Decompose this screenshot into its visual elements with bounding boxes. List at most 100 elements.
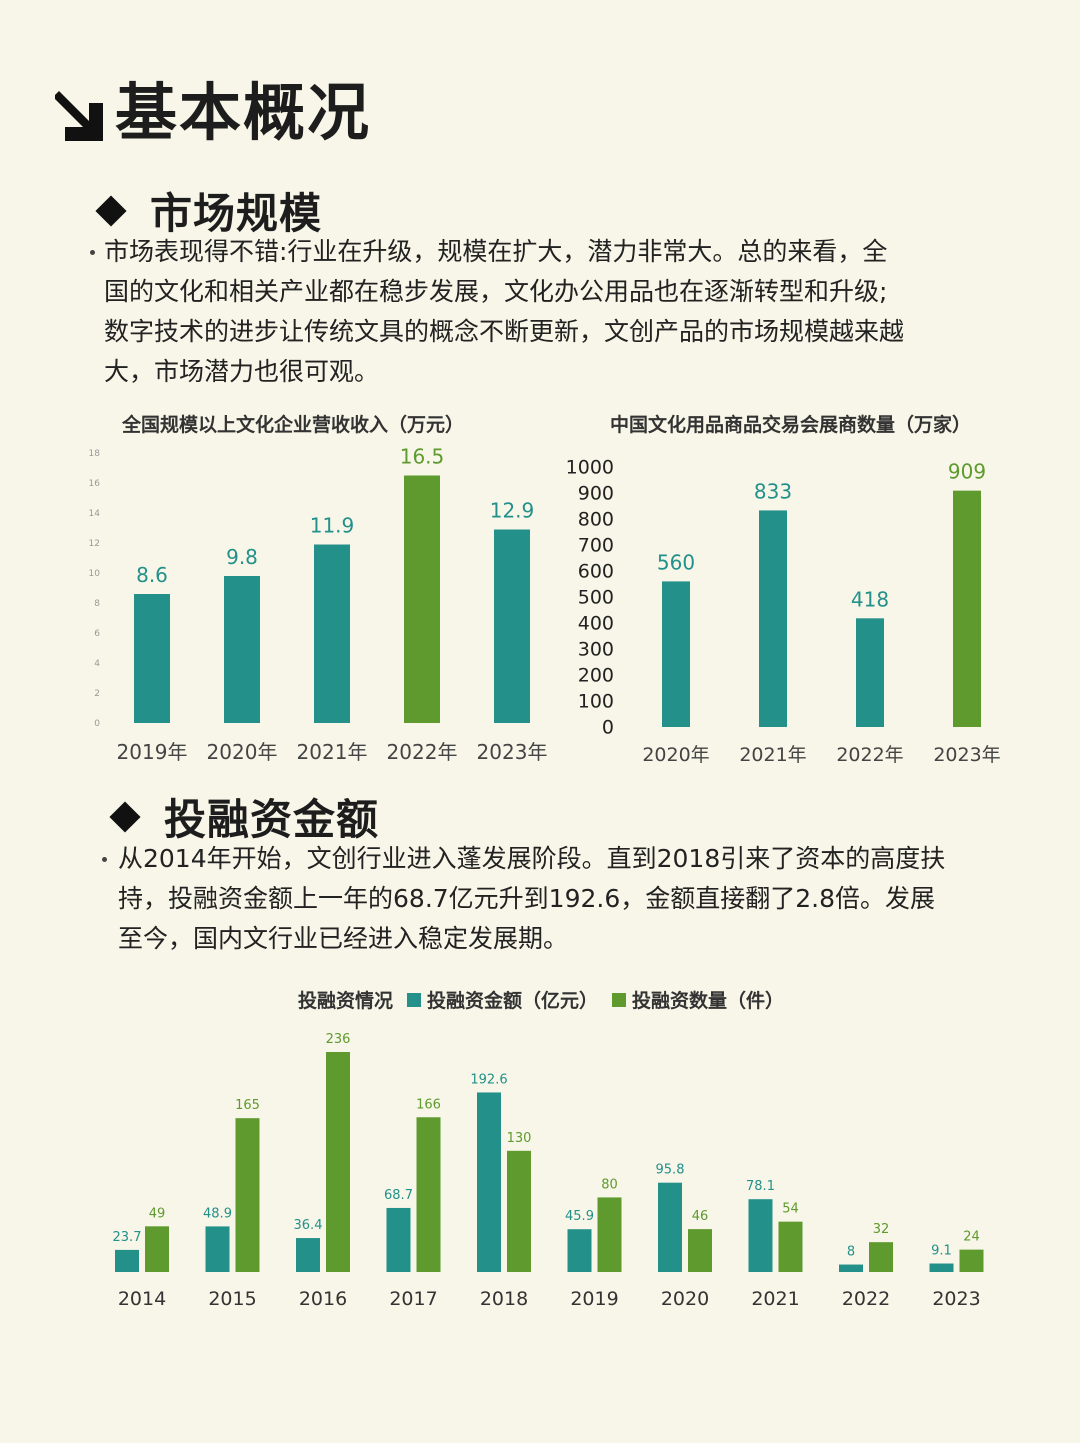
chart1-title: 全国规模以上文化企业营收收入（万元） — [122, 414, 465, 436]
value-label: 23.7 — [113, 1230, 142, 1245]
value-label: 236 — [326, 1032, 351, 1047]
value-label: 46 — [692, 1209, 709, 1224]
x-tick-label: 2020年 — [207, 740, 278, 764]
y-tick-label: 10 — [89, 569, 101, 579]
bar — [662, 581, 690, 727]
value-label: 8.6 — [136, 563, 168, 587]
y-tick-label: 0 — [602, 717, 614, 739]
legend-label-amount: 投融资金额（亿元） — [427, 990, 599, 1012]
paragraph-line: 从2014年开始，文创行业进入蓬发展阶段。直到2018引来了资本的高度扶 — [118, 844, 946, 873]
bar — [959, 1249, 984, 1272]
bullet-icon — [102, 857, 107, 862]
value-label: 909 — [948, 460, 986, 484]
page-title: 基本概况 — [115, 76, 372, 149]
value-label: 833 — [754, 479, 792, 503]
diamond-bullet-icon — [109, 800, 141, 833]
legend-label-count: 投融资数量（件） — [632, 990, 785, 1012]
x-tick-label: 2022年 — [387, 740, 458, 764]
bar — [296, 1238, 320, 1272]
bar — [929, 1263, 954, 1272]
chart3-legend: 投融资情况 投融资金额（亿元） 投融资数量（件） — [298, 986, 784, 1013]
value-label: 24 — [963, 1230, 980, 1245]
value-label: 11.9 — [310, 514, 355, 538]
bar — [314, 544, 350, 723]
y-tick-label: 8 — [94, 599, 100, 609]
bar — [856, 618, 884, 727]
y-tick-label: 300 — [578, 639, 614, 661]
x-tick-label: 2015 — [208, 1288, 256, 1310]
chart3-investment: 23.7 49 2014 48.9 165 2015 36.4 236 2016 68.7 166 2… — [113, 1032, 984, 1310]
x-tick-label: 2017 — [389, 1288, 437, 1310]
bar — [597, 1197, 622, 1272]
value-label: 9.8 — [226, 545, 258, 569]
x-tick-label: 2023 — [932, 1288, 980, 1310]
x-tick-label: 2023年 — [933, 744, 1000, 766]
section-heading-market: 市场规模 — [95, 180, 323, 241]
value-label: 68.7 — [384, 1188, 413, 1203]
bar — [205, 1226, 230, 1272]
x-tick-label: 2018 — [480, 1288, 528, 1310]
bar — [688, 1229, 712, 1272]
bar — [326, 1052, 350, 1272]
value-label: 9.1 — [931, 1244, 952, 1259]
section-title: 投融资金额 — [164, 795, 380, 844]
value-label: 78.1 — [746, 1179, 775, 1194]
bar — [658, 1182, 682, 1272]
bar — [778, 1221, 803, 1272]
chart3-title: 投融资情况 — [298, 990, 394, 1012]
diamond-bullet-icon — [95, 194, 127, 227]
legend-swatch-amount — [407, 992, 422, 1007]
y-tick-label: 400 — [578, 613, 614, 635]
y-tick-label: 100 — [578, 691, 614, 713]
x-tick-label: 2021年 — [297, 740, 368, 764]
paragraph-line: 大，市场潜力也很可观。 — [104, 357, 380, 386]
y-tick-label: 18 — [89, 449, 101, 459]
y-tick-label: 12 — [89, 539, 100, 549]
value-label: 130 — [507, 1131, 532, 1146]
bar — [567, 1229, 592, 1272]
paragraph-line: 国的文化和相关产业都在稳步发展，文化办公用品也在逐渐转型和升级; — [104, 277, 888, 306]
paragraph-line: 持，投融资金额上一年的68.7亿元升到192.6，金额直接翻了2.8倍。发展 — [118, 884, 935, 913]
paragraph-line: 数字技术的进步让传统文具的概念不断更新，文创产品的市场规模越来越 — [104, 317, 905, 346]
value-label: 80 — [601, 1177, 618, 1192]
bar — [839, 1264, 863, 1272]
y-tick-label: 16 — [89, 479, 101, 489]
x-tick-label: 2019 — [570, 1288, 618, 1310]
chart1-revenue: 0 2 4 6 8 10 12 14 16 18 8.6 2019年 9.8 2020年 11.9 2021年… — [89, 445, 548, 765]
paragraph-line: 至今，国内文行业已经进入稳定发展期。 — [118, 924, 569, 953]
x-tick-label: 2022年 — [836, 744, 903, 766]
x-tick-label: 2022 — [842, 1288, 890, 1310]
y-tick-label: 800 — [578, 509, 614, 531]
y-tick-label: 900 — [578, 483, 614, 505]
y-tick-label: 500 — [578, 587, 614, 609]
value-label: 165 — [235, 1098, 260, 1113]
x-tick-label: 2014 — [118, 1288, 166, 1310]
bar — [953, 490, 981, 727]
bar — [115, 1249, 139, 1272]
section-title: 市场规模 — [150, 189, 323, 238]
bar — [404, 475, 440, 723]
page-header: 基本概况 — [55, 62, 371, 152]
y-tick-label: 1000 — [566, 457, 614, 479]
value-label: 49 — [149, 1206, 166, 1221]
y-tick-label: 14 — [89, 509, 101, 519]
bar — [224, 576, 260, 723]
value-label: 192.6 — [470, 1072, 507, 1087]
section-heading-investment: 投融资金额 — [109, 786, 380, 847]
x-tick-label: 2021年 — [739, 744, 806, 766]
investment-paragraph: 从2014年开始，文创行业进入蓬发展阶段。直到2018引来了资本的高度扶 持，投… — [118, 839, 945, 959]
bar — [759, 510, 787, 727]
value-label: 418 — [851, 587, 889, 611]
value-label: 36.4 — [294, 1218, 323, 1233]
x-tick-label: 2020年 — [642, 744, 709, 766]
bar — [134, 594, 170, 723]
x-tick-label: 2023年 — [477, 740, 548, 764]
bar — [748, 1199, 773, 1272]
bar — [416, 1117, 441, 1272]
chart2-title: 中国文化用品商品交易会展商数量（万家） — [610, 414, 972, 436]
x-tick-label: 2020 — [661, 1288, 709, 1310]
market-paragraph: 市场表现得不错:行业在升级，规模在扩大，潜力非常大。总的来看，全 国的文化和相关… — [104, 232, 904, 392]
bar — [869, 1242, 893, 1272]
x-tick-label: 2016 — [299, 1288, 347, 1310]
y-tick-label: 200 — [578, 665, 614, 687]
